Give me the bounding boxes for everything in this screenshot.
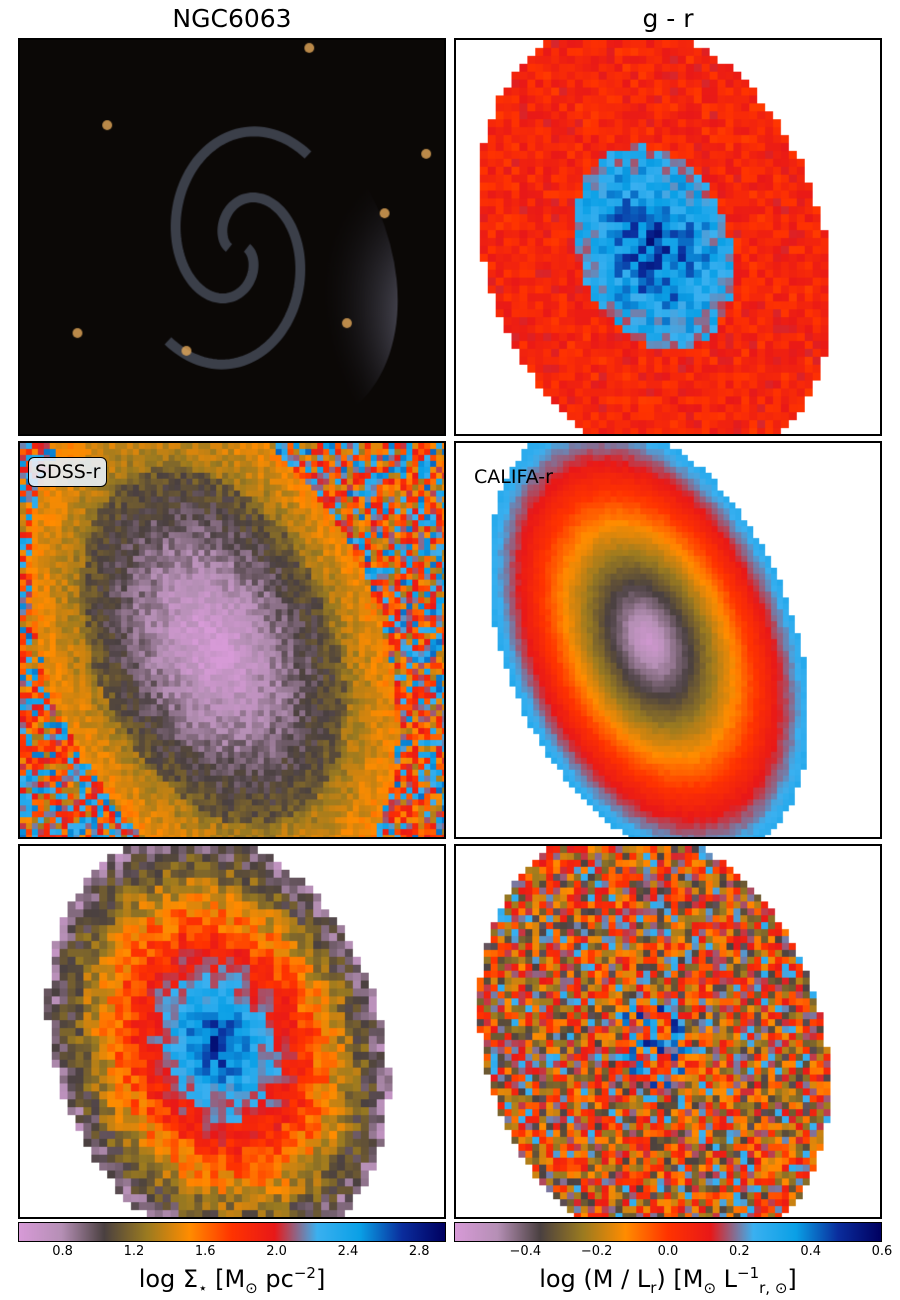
sdss-r-panel: SDSS-r bbox=[18, 441, 446, 839]
colorbar-right-ticks: −0.4 −0.2 0.0 0.2 0.4 0.6 bbox=[454, 1244, 893, 1264]
colorbar-tick-label: 0.6 bbox=[871, 1244, 893, 1259]
mass-density-panel bbox=[18, 844, 446, 1219]
gr-color-map bbox=[456, 40, 880, 434]
colorbar-left-ticks: 0.8 1.2 1.6 2.0 2.4 2.8 bbox=[18, 1244, 446, 1264]
colorbar-tick-label: 0.2 bbox=[728, 1244, 750, 1259]
colorbar-tick-label: −0.4 bbox=[509, 1244, 542, 1259]
colorbar-tick-label: 2.0 bbox=[266, 1244, 287, 1259]
colorbar-tick-label: −0.2 bbox=[580, 1244, 613, 1259]
mass-density-map bbox=[20, 846, 444, 1217]
sdss-r-label: SDSS-r bbox=[28, 457, 108, 487]
colorbar-tick-label: 0.4 bbox=[800, 1244, 821, 1259]
califa-r-panel: CALIFA-r bbox=[454, 441, 882, 839]
colorbar-tick-label: 2.4 bbox=[337, 1244, 359, 1259]
colorbar-tick-label: 1.2 bbox=[123, 1244, 145, 1259]
colorbar-tick-label: 0.0 bbox=[657, 1244, 679, 1259]
colorbar-right bbox=[454, 1222, 882, 1242]
colorbar-left bbox=[18, 1222, 446, 1242]
califa-r-map bbox=[456, 443, 880, 837]
title-left: NGC6063 bbox=[172, 4, 292, 33]
galaxy-image bbox=[20, 40, 444, 434]
colorbar-tick-label: 2.8 bbox=[408, 1244, 430, 1259]
colorbar-tick-label: 0.8 bbox=[52, 1244, 73, 1259]
mass-to-light-panel bbox=[454, 844, 882, 1219]
califa-r-label: CALIFA-r bbox=[474, 466, 553, 488]
colorbar-tick-label: 1.6 bbox=[194, 1244, 216, 1259]
mass-to-light-map bbox=[456, 846, 880, 1217]
galaxy-image-panel bbox=[18, 38, 446, 436]
gr-color-panel bbox=[454, 38, 882, 436]
title-right: g - r bbox=[642, 4, 694, 33]
colorbar-right-label: log (M / Lr) [M⊙ L−1r, ⊙] bbox=[539, 1264, 797, 1297]
sdss-r-map bbox=[20, 443, 444, 837]
colorbar-left-label: log Σ⋆ [M⊙ pc−2] bbox=[138, 1264, 326, 1297]
